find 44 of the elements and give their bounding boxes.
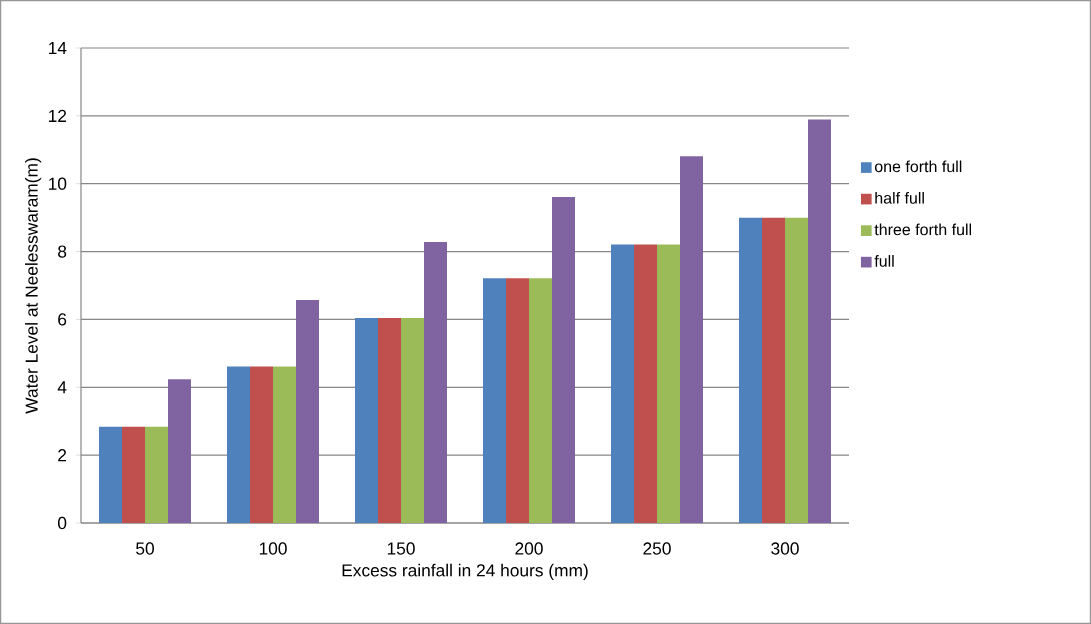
bar	[785, 217, 809, 523]
legend-label: one forth full	[874, 160, 962, 173]
legend-label: half full	[875, 192, 924, 204]
bar	[250, 366, 274, 523]
legend-label: three forth full	[874, 223, 972, 236]
x-tick-label: 250	[643, 542, 671, 555]
y-axis-title: Water Level at Neelesswaram(m)	[25, 158, 42, 414]
legend-label: full	[874, 255, 894, 267]
bar	[273, 366, 296, 523]
bar	[145, 426, 168, 523]
bar	[680, 156, 704, 523]
bar	[808, 119, 832, 523]
bar	[552, 196, 575, 523]
x-tick-label: 100	[259, 542, 287, 555]
bar	[657, 244, 681, 523]
bar	[483, 278, 507, 523]
y-tick-label: 14	[49, 42, 67, 54]
y-tick-label: 10	[49, 177, 67, 190]
y-tick-label: 4	[57, 381, 67, 394]
x-axis-title: Excess rainfall in 24 hours (mm)	[342, 563, 588, 580]
bar	[378, 318, 401, 523]
bar	[634, 244, 657, 523]
x-tick-label: 150	[387, 542, 415, 555]
y-tick-label: 8	[58, 245, 67, 258]
bar	[739, 217, 763, 523]
bar	[355, 318, 378, 523]
bar	[529, 278, 553, 523]
bar	[99, 426, 122, 523]
bar	[611, 244, 635, 523]
x-tick-label: 200	[515, 542, 543, 555]
y-tick-label: 0	[57, 516, 67, 530]
x-tick-label: 300	[771, 542, 799, 555]
y-tick-label: 2	[58, 449, 67, 462]
x-tick-label: 50	[136, 542, 154, 555]
bar	[227, 366, 250, 523]
bar	[401, 318, 424, 523]
bar	[168, 379, 191, 523]
bar	[506, 278, 529, 523]
y-tick-label: 6	[58, 313, 67, 326]
bar	[296, 300, 320, 523]
bar	[762, 217, 786, 523]
y-tick-label: 12	[49, 109, 67, 122]
bar	[424, 242, 448, 523]
bar	[122, 426, 145, 523]
